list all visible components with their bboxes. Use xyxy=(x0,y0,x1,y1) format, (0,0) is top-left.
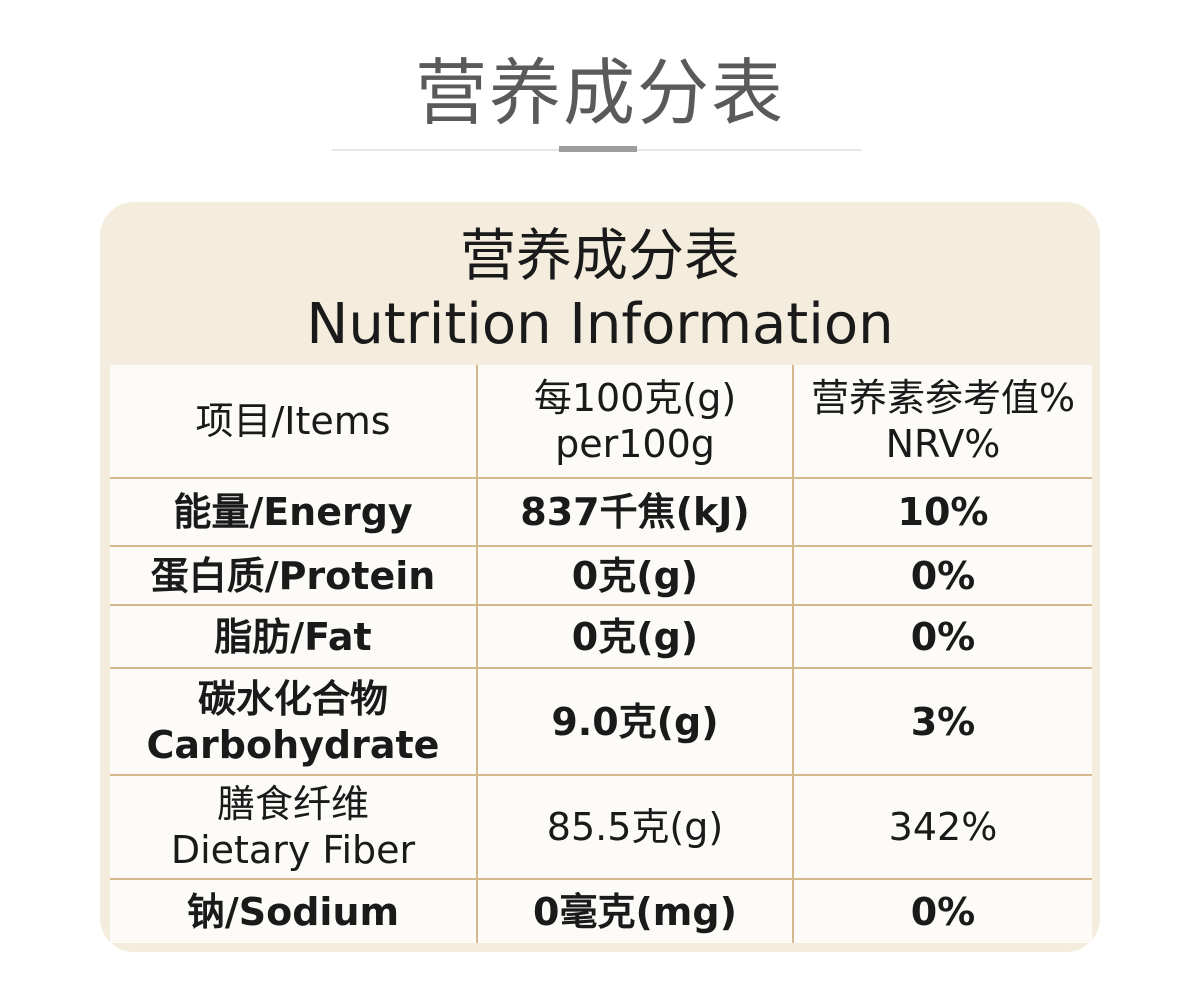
header-nrv-cn: 营养素参考值% xyxy=(810,376,1076,420)
card-title-chinese: 营养成分表 xyxy=(460,224,740,289)
header-items: 项目/Items xyxy=(110,365,478,479)
table-header-row: 项目/Items 每100克(g) per100g 营养素参考值% NRV% xyxy=(110,365,1092,479)
header-per100g: 每100克(g) per100g xyxy=(476,365,794,479)
row-item: 钠/Sodium xyxy=(110,878,478,943)
page-title: 营养成分表 xyxy=(414,51,785,135)
row-item: 膳食纤维 Dietary Fiber xyxy=(110,774,478,880)
header-items-label: 项目/Items xyxy=(195,399,391,443)
header-nrv-en: NRV% xyxy=(885,422,1001,466)
row-amount: 85.5克(g) xyxy=(476,774,794,880)
table-row-dietary-fiber: 膳食纤维 Dietary Fiber 85.5克(g) 342% xyxy=(110,774,1092,880)
row-amount: 9.0克(g) xyxy=(476,667,794,776)
header-nrv: 营养素参考值% NRV% xyxy=(792,365,1092,479)
row-item-cn: 膳食纤维 xyxy=(216,782,369,826)
row-item: 碳水化合物 Carbohydrate xyxy=(110,667,478,776)
title-divider-accent xyxy=(559,146,637,152)
row-item: 能量/Energy xyxy=(110,477,478,547)
row-amount: 837千焦(kJ) xyxy=(476,477,794,547)
header-per100g-cn: 每100克(g) xyxy=(533,376,737,420)
row-amount: 0克(g) xyxy=(476,604,794,669)
nutrition-table: 项目/Items 每100克(g) per100g 营养素参考值% NRV% 能… xyxy=(110,365,1092,943)
row-amount: 0克(g) xyxy=(476,545,794,606)
row-nrv: 0% xyxy=(792,545,1092,606)
table-row-fat: 脂肪/Fat 0克(g) 0% xyxy=(110,604,1092,669)
row-nrv: 3% xyxy=(792,667,1092,776)
row-nrv: 0% xyxy=(792,604,1092,669)
table-row-carbohydrate: 碳水化合物 Carbohydrate 9.0克(g) 3% xyxy=(110,667,1092,776)
row-item-en: Carbohydrate xyxy=(146,722,440,767)
table-row-energy: 能量/Energy 837千焦(kJ) 10% xyxy=(110,477,1092,547)
row-amount: 0毫克(mg) xyxy=(476,878,794,943)
table-row-protein: 蛋白质/Protein 0克(g) 0% xyxy=(110,545,1092,606)
row-nrv: 342% xyxy=(792,774,1092,880)
row-item-cn: 碳水化合物 xyxy=(197,676,388,721)
row-item: 脂肪/Fat xyxy=(110,604,478,669)
row-nrv: 0% xyxy=(792,878,1092,943)
card-title-english: Nutrition Information xyxy=(306,292,894,357)
row-nrv: 10% xyxy=(792,477,1092,547)
row-item: 蛋白质/Protein xyxy=(110,545,478,606)
nutrition-card: 营养成分表 Nutrition Information 项目/Items 每10… xyxy=(100,202,1100,952)
row-item-en: Dietary Fiber xyxy=(170,828,416,872)
table-row-sodium: 钠/Sodium 0毫克(mg) 0% xyxy=(110,878,1092,943)
header-per100g-en: per100g xyxy=(555,422,715,466)
